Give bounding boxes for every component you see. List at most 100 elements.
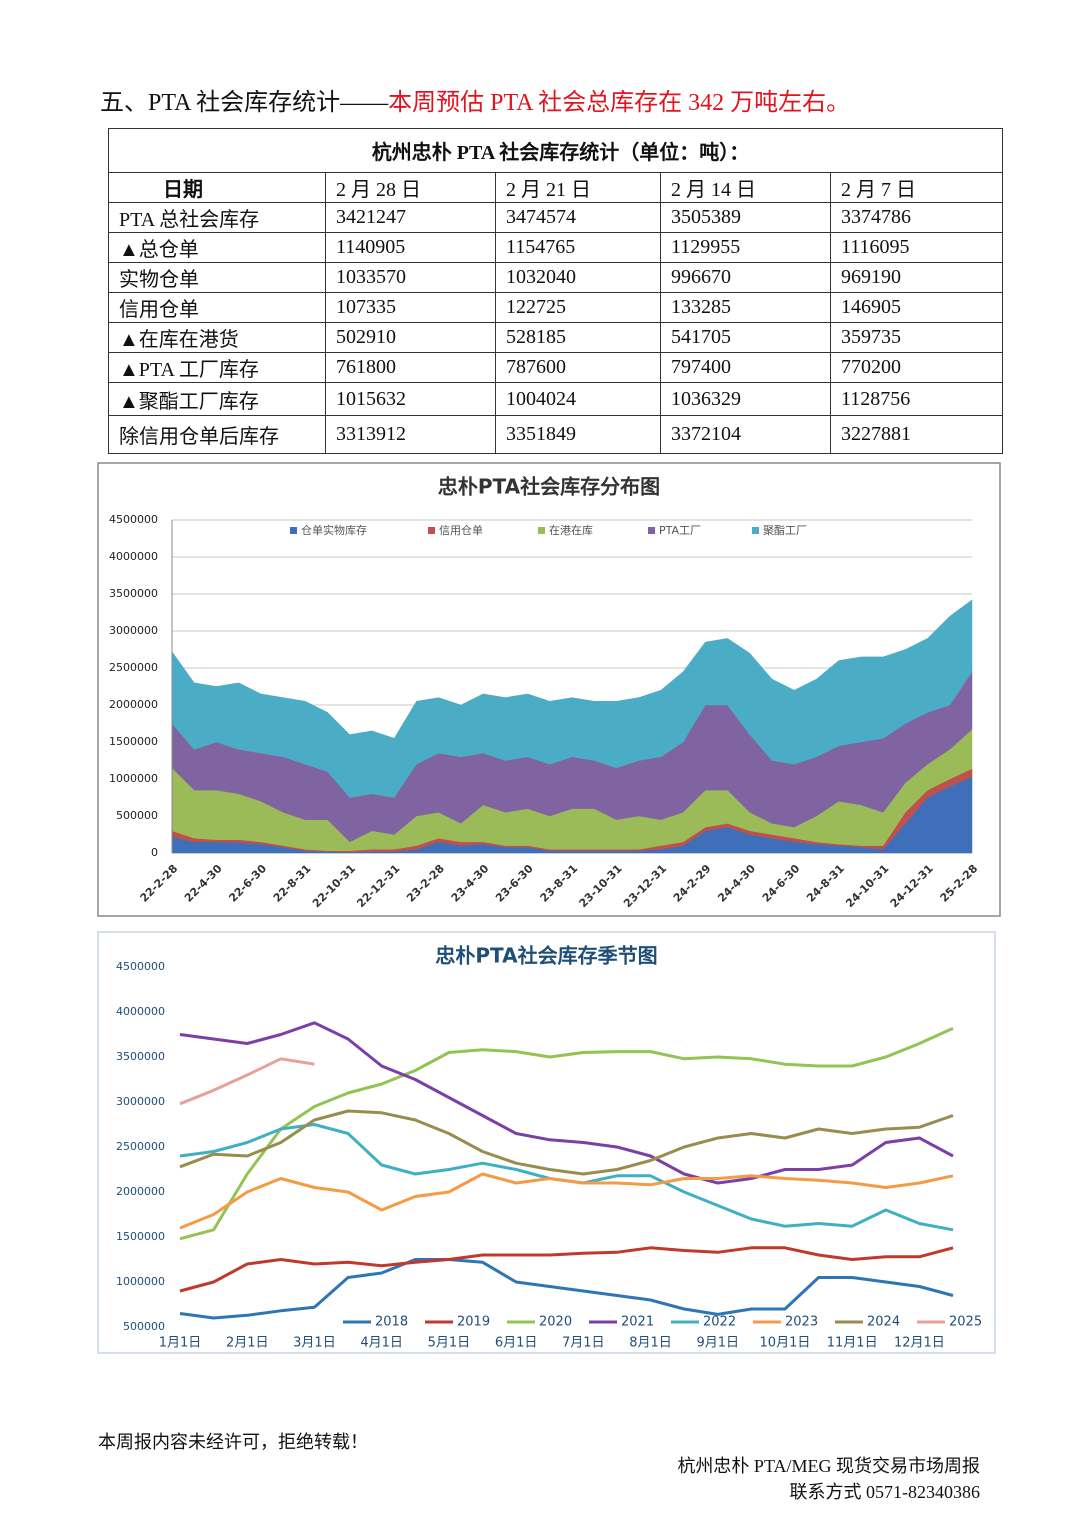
y-tick-label: 4000000	[116, 1005, 165, 1018]
cell: 1004024	[495, 382, 661, 416]
y-tick-label: 1500000	[109, 735, 158, 748]
legend-label: 2019	[457, 1315, 490, 1330]
y-tick-label: 3500000	[109, 587, 158, 600]
cell: 3505389	[660, 202, 831, 233]
table-title: 杭州忠朴 PTA 社会库存统计（单位：吨）：	[107, 128, 1004, 173]
cell: 1154765	[495, 232, 661, 263]
line	[179, 1109, 954, 1176]
x-tick-label: 9月1日	[696, 1336, 739, 1351]
x-tick-label: 24-6-30	[760, 862, 803, 905]
chart-frame	[97, 462, 1001, 917]
x-tick-label: 2月1日	[226, 1336, 269, 1351]
y-tick-label: 2000000	[116, 1185, 165, 1198]
cell: 3351849	[495, 415, 661, 454]
cell: 3372104	[660, 415, 831, 454]
cell: 541705	[660, 322, 831, 353]
legend-swatch	[538, 527, 545, 534]
x-tick-label: 23-10-31	[577, 862, 625, 910]
heading-prefix: 五、PTA 社会库存统计——	[100, 90, 389, 116]
x-tick-label: 22-6-30	[226, 862, 269, 905]
x-tick-label: 22-10-31	[310, 862, 358, 910]
cell: ▲聚酯工厂库存	[108, 382, 326, 416]
x-tick-label: 1月1日	[159, 1336, 202, 1351]
contact: 联系方式 0571-82340386	[789, 1482, 981, 1502]
cell: 1140905	[325, 232, 496, 263]
y-tick-label: 500000	[116, 809, 158, 822]
y-tick-label: 3000000	[116, 1095, 165, 1108]
legend-label: 在港在库	[549, 524, 593, 537]
cell: 528185	[495, 322, 661, 353]
x-tick-label: 23-12-31	[621, 862, 669, 910]
cell: 1129955	[660, 232, 831, 263]
x-tick-label: 12月1日	[894, 1336, 945, 1351]
y-tick-label: 3500000	[116, 1050, 165, 1063]
cell: 133285	[660, 292, 831, 323]
chart-frame	[97, 931, 996, 1354]
cell: ▲在库在港货	[108, 322, 326, 353]
cell: 797400	[660, 352, 831, 383]
header-cell: 2 月 7 日	[829, 172, 1004, 203]
x-tick-label: 22-8-31	[271, 862, 314, 905]
legend-label: 2021	[621, 1315, 654, 1330]
y-tick-label: 2500000	[109, 661, 158, 674]
line	[179, 1246, 954, 1293]
legend-label: 聚酯工厂	[763, 524, 807, 537]
data-row: 信用仓单 107335 122725 133285 146905	[108, 292, 1004, 323]
data-row: 除信用仓单后库存 3313912 3351849 3372104 3227881	[108, 415, 1004, 454]
x-tick-label: 24-2-29	[671, 862, 714, 905]
x-tick-label: 23-8-31	[538, 862, 581, 905]
legend-label: 2024	[867, 1315, 900, 1330]
y-tick-label: 500000	[123, 1320, 165, 1333]
y-tick-label: 4500000	[109, 513, 158, 526]
cell: 122725	[495, 292, 661, 323]
data-row: 实物仓单 1033570 1032040 996670 969190	[108, 262, 1004, 293]
x-tick-label: 23-4-30	[449, 862, 492, 905]
cell: 3421247	[325, 202, 496, 233]
y-tick-label: 1000000	[116, 1275, 165, 1288]
y-tick-label: 2500000	[116, 1140, 165, 1153]
y-tick-label: 1000000	[109, 772, 158, 785]
cell: 3374786	[829, 202, 1004, 233]
x-tick-label: 8月1日	[629, 1336, 672, 1351]
legend-label: 信用仓单	[439, 523, 483, 537]
x-tick-label: 24-12-31	[888, 862, 936, 910]
legend-label: 2020	[539, 1315, 572, 1330]
cell: 3313912	[325, 415, 496, 454]
title-row: 杭州忠朴 PTA 社会库存统计（单位：吨）：	[107, 128, 1004, 173]
y-tick-label: 0	[151, 846, 158, 859]
y-tick-label: 4000000	[109, 550, 158, 563]
cell: 1116095	[829, 232, 1004, 263]
x-tick-label: 24-10-31	[843, 862, 891, 910]
x-tick-label: 4月1日	[360, 1336, 403, 1351]
legend-label: 2018	[375, 1315, 408, 1330]
data-row: PTA 总社会库存 3421247 3474574 3505389 3374786	[108, 202, 1004, 233]
y-tick-label: 4500000	[116, 960, 165, 973]
x-tick-label: 10月1日	[760, 1336, 811, 1351]
heading-highlight: 本周预估 PTA 社会总库存在 342 万吨左右。	[388, 90, 851, 116]
x-tick-label: 3月1日	[293, 1336, 336, 1351]
section-heading: 五、PTA 社会库存统计——本周预估 PTA 社会总库存在 342 万吨左右。	[100, 82, 850, 117]
legend-label: PTA工厂	[659, 524, 701, 537]
cell: 除信用仓单后库存	[108, 415, 326, 454]
cell: PTA 总社会库存	[108, 202, 326, 233]
cell: 1015632	[325, 382, 496, 416]
x-tick-label: 24-8-31	[804, 862, 847, 905]
cell: ▲PTA 工厂库存	[108, 352, 326, 383]
data-row: ▲总仓单 1140905 1154765 1129955 1116095	[108, 232, 1004, 263]
x-tick-label: 25-2-28	[938, 862, 981, 905]
x-tick-label: 5月1日	[428, 1336, 471, 1351]
legend-swatch	[290, 527, 297, 534]
x-tick-label: 11月1日	[827, 1336, 878, 1351]
x-tick-label: 24-4-30	[715, 862, 758, 905]
x-tick-label: 22-2-28	[138, 862, 181, 905]
cell: 3474574	[495, 202, 661, 233]
data-row: ▲聚酯工厂库存 1015632 1004024 1036329 1128756	[108, 382, 1004, 416]
chart-title: 忠朴PTA社会库存季节图	[435, 944, 657, 968]
cell: 502910	[325, 322, 496, 353]
legend-swatch	[752, 527, 759, 534]
cell: 996670	[660, 262, 831, 293]
